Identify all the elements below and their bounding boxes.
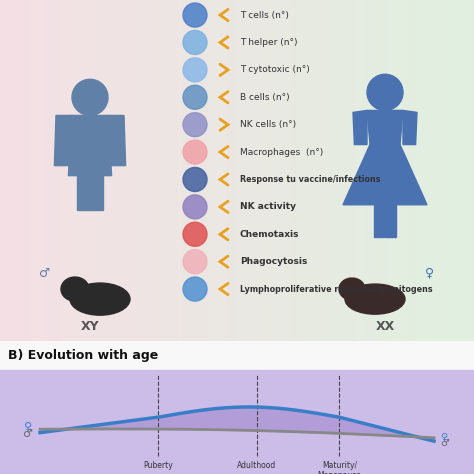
Bar [0, 371, 474, 474]
Text: Response tu vaccine/infections: Response tu vaccine/infections [240, 175, 381, 184]
Polygon shape [385, 205, 396, 237]
Circle shape [183, 113, 207, 137]
Text: Puberty: Puberty [143, 461, 173, 470]
Circle shape [367, 74, 403, 110]
Circle shape [183, 250, 207, 273]
Text: ♂: ♂ [39, 266, 51, 280]
Polygon shape [343, 145, 427, 205]
Text: ♂: ♂ [440, 438, 449, 448]
Text: B) Evolution with age: B) Evolution with age [8, 349, 158, 363]
Polygon shape [374, 205, 384, 237]
Polygon shape [90, 176, 102, 210]
Text: ♀: ♀ [24, 422, 32, 432]
Text: ♂: ♂ [22, 429, 32, 439]
Circle shape [183, 58, 207, 82]
Circle shape [183, 277, 207, 301]
Text: Maturity/
Menopause: Maturity/ Menopause [318, 461, 361, 474]
Text: ♀: ♀ [426, 266, 435, 280]
Circle shape [183, 195, 207, 219]
Ellipse shape [61, 277, 89, 301]
Circle shape [183, 85, 207, 109]
Circle shape [183, 3, 207, 27]
Polygon shape [55, 116, 72, 165]
Ellipse shape [70, 283, 130, 315]
Ellipse shape [345, 284, 405, 314]
Text: Chemotaxis: Chemotaxis [240, 230, 300, 239]
Circle shape [183, 30, 207, 55]
Text: XY: XY [81, 320, 100, 333]
Circle shape [72, 79, 108, 116]
Text: T cells (n°): T cells (n°) [240, 10, 289, 19]
Text: Adulthood: Adulthood [237, 461, 276, 470]
Text: Phagocytosis: Phagocytosis [240, 257, 307, 266]
Text: XX: XX [375, 320, 395, 333]
Polygon shape [77, 176, 90, 210]
Circle shape [183, 167, 207, 191]
Polygon shape [108, 116, 126, 165]
Text: T cytotoxic (n°): T cytotoxic (n°) [240, 65, 310, 74]
Circle shape [183, 222, 207, 246]
Text: Lymphoproliferative response to mitogens: Lymphoproliferative response to mitogens [240, 284, 433, 293]
Polygon shape [353, 110, 367, 145]
Polygon shape [367, 110, 403, 145]
Polygon shape [403, 110, 417, 145]
Text: T helper (n°): T helper (n°) [240, 38, 298, 47]
Text: Macrophages  (n°): Macrophages (n°) [240, 147, 323, 156]
Text: NK activity: NK activity [240, 202, 296, 211]
Circle shape [183, 140, 207, 164]
Bar [0, 341, 474, 371]
Text: B cells (n°): B cells (n°) [240, 93, 290, 102]
Polygon shape [68, 116, 111, 176]
Text: NK cells (n°): NK cells (n°) [240, 120, 296, 129]
Text: ♀: ♀ [440, 432, 447, 442]
Ellipse shape [339, 278, 365, 300]
